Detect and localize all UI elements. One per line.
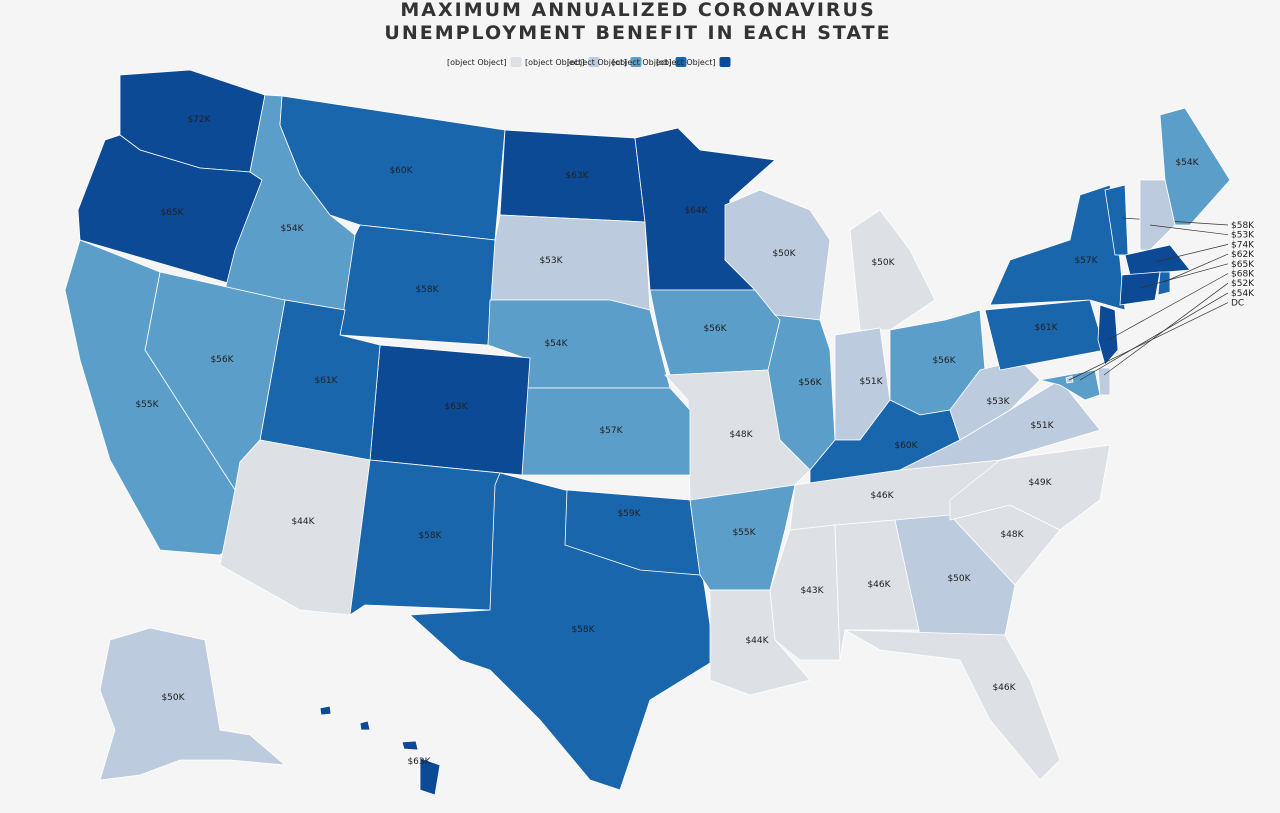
legend-swatch xyxy=(675,57,687,67)
legend-label: [object Object] xyxy=(656,58,716,67)
state-label: $54K xyxy=(280,224,304,234)
state-label: $50K xyxy=(772,249,796,259)
state-label: $51K xyxy=(1030,421,1054,431)
state-label: $58K xyxy=(418,531,442,541)
state-label: $63K xyxy=(407,757,431,767)
state-label: $63K xyxy=(444,402,468,412)
state-label: $50K xyxy=(161,693,185,703)
state-label: $60K xyxy=(389,166,413,176)
state xyxy=(984,299,1106,371)
state-label: $72K xyxy=(187,115,211,125)
state xyxy=(99,627,287,781)
state xyxy=(1139,179,1176,251)
state-label: $54K xyxy=(544,339,568,349)
legend-swatch xyxy=(630,57,642,67)
state-label: $55K xyxy=(135,400,159,410)
state xyxy=(1119,271,1161,306)
state xyxy=(419,757,441,796)
state-label: $46K xyxy=(867,580,891,590)
state-label: $65K xyxy=(160,208,184,218)
leader-line xyxy=(1079,292,1229,381)
state-label: $56K xyxy=(932,356,956,366)
legend-label: [object Object] xyxy=(612,58,672,67)
state-label: $56K xyxy=(703,324,727,334)
state-label: $57K xyxy=(599,426,623,436)
title-line: MAXIMUM ANNUALIZED CORONAVIRUS xyxy=(400,0,875,21)
legend-swatch xyxy=(588,57,600,67)
state-label: $54K xyxy=(1175,158,1199,168)
callout-label: $68K xyxy=(1231,270,1255,280)
state xyxy=(894,514,1016,636)
state xyxy=(834,519,921,661)
state-label: $57K xyxy=(1074,256,1098,266)
state-label: $56K xyxy=(210,355,234,365)
state-label: $53K xyxy=(986,397,1010,407)
state xyxy=(849,209,936,331)
callout-label: $58K xyxy=(1231,221,1255,231)
leader-line xyxy=(1154,244,1229,263)
state xyxy=(489,214,651,311)
state-label: $51K xyxy=(859,377,883,387)
state-label: $60K xyxy=(894,441,918,451)
state xyxy=(989,184,1126,311)
legend-label: [object Object] xyxy=(525,58,585,67)
legend-label: [object Object] xyxy=(567,58,627,67)
state xyxy=(339,224,496,346)
state xyxy=(1097,367,1111,396)
state xyxy=(279,95,506,241)
legend-label: [object Object] xyxy=(447,58,507,67)
leader-line xyxy=(1068,302,1229,381)
callout-label: $54K xyxy=(1231,289,1255,299)
state-label: $63K xyxy=(565,171,589,181)
callout-label: $62K xyxy=(1231,250,1255,260)
legend-swatch xyxy=(510,57,522,67)
state-label: $59K xyxy=(617,509,641,519)
leader-line xyxy=(1163,253,1229,283)
state-label: $49K xyxy=(1028,478,1052,488)
state xyxy=(359,720,371,731)
state-label: $56K xyxy=(798,378,822,388)
state-label: $61K xyxy=(314,376,338,386)
state-label: $50K xyxy=(871,258,895,268)
state xyxy=(564,489,701,576)
state-label: $64K xyxy=(684,206,708,216)
state xyxy=(64,239,241,556)
state-label: $43K xyxy=(800,586,824,596)
callout-label: DC xyxy=(1231,299,1244,309)
callout-label: $52K xyxy=(1231,279,1255,289)
state xyxy=(1124,244,1191,276)
state-label: $55K xyxy=(732,528,756,538)
callout-label: $53K xyxy=(1231,231,1255,241)
state-label: $48K xyxy=(1000,530,1024,540)
leader-line xyxy=(1149,224,1229,236)
callout-label: $65K xyxy=(1231,260,1255,270)
callout-label: $74K xyxy=(1231,240,1255,250)
leader-line xyxy=(1107,273,1229,341)
state xyxy=(1157,271,1171,296)
leader-line xyxy=(1139,263,1229,289)
legend-swatch xyxy=(719,57,731,67)
state xyxy=(219,439,371,616)
state-label: $46K xyxy=(870,491,894,501)
state-label: $53K xyxy=(539,256,563,266)
state xyxy=(949,444,1111,531)
state-label: $44K xyxy=(291,517,315,527)
state-label: $58K xyxy=(571,625,595,635)
state xyxy=(401,740,419,751)
state xyxy=(319,705,332,716)
state-label: $61K xyxy=(1034,323,1058,333)
state-label: $46K xyxy=(992,683,1016,693)
state-label: $44K xyxy=(745,636,769,646)
state xyxy=(1097,304,1119,366)
state xyxy=(844,629,1061,781)
state-label: $50K xyxy=(947,574,971,584)
state xyxy=(349,459,501,616)
title-line: UNEMPLOYMENT BENEFIT IN EACH STATE xyxy=(384,22,891,44)
state-label: $48K xyxy=(729,430,753,440)
state-label: $58K xyxy=(415,285,439,295)
